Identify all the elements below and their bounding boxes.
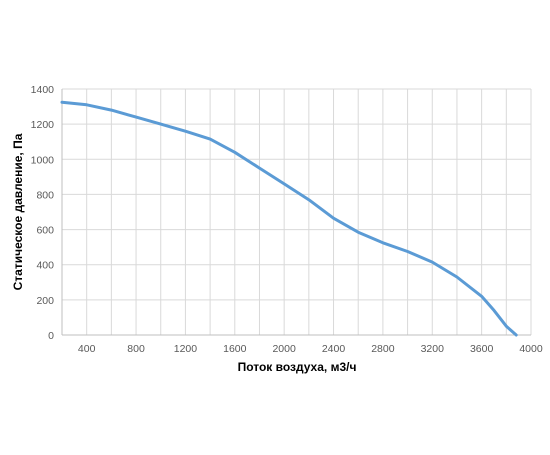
y-tick-label: 1000 [31,154,55,166]
x-tick-label: 1600 [223,343,247,355]
series [60,100,518,337]
x-tick-label: 2000 [272,343,296,355]
y-tick-label: 400 [36,260,54,272]
x-tick-label: 3600 [470,343,494,355]
y-tick-label: 1200 [31,119,55,131]
y-tick-label: 200 [36,295,54,307]
x-tick-label: 4000 [519,343,543,355]
x-tick-label: 2800 [371,343,395,355]
x-tick-label: 400 [78,343,96,355]
x-axis-title: Поток воздуха, м3/ч [238,360,357,374]
x-tick-label: 3200 [421,343,445,355]
y-tick-label: 1400 [31,84,55,96]
axes [61,89,531,336]
x-tick-label: 2400 [322,343,346,355]
grid-lines [62,88,532,336]
series-line [60,100,518,337]
y-tick-label: 800 [36,189,54,201]
x-tick-label: 800 [127,343,145,355]
y-tick-label: 0 [48,330,54,342]
tick-labels: 0 200 400 600 800 1000 1200 1400 400 800 1200 1600 2… [31,84,543,355]
y-axis-title: Статическое давление, Па [11,133,25,290]
x-tick-label: 1200 [174,343,198,355]
y-tick-label: 600 [36,225,54,237]
